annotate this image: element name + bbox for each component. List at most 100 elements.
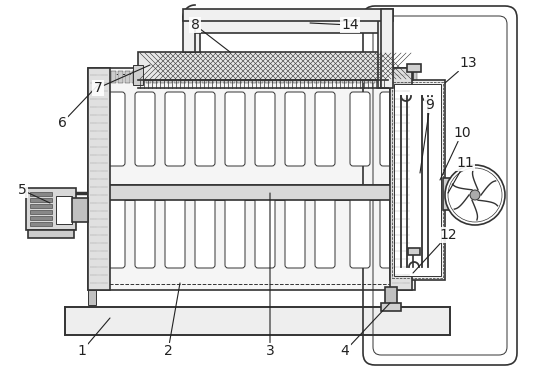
- FancyBboxPatch shape: [315, 194, 335, 268]
- Bar: [195, 71, 200, 83]
- Bar: [342, 71, 347, 83]
- Bar: [104, 71, 109, 83]
- Bar: [125, 71, 130, 83]
- FancyBboxPatch shape: [165, 92, 185, 166]
- FancyBboxPatch shape: [195, 194, 215, 268]
- Bar: [88, 290, 96, 305]
- Bar: [265, 71, 270, 83]
- Bar: [56, 196, 72, 224]
- Text: 5: 5: [18, 183, 50, 203]
- Bar: [65, 307, 450, 335]
- Bar: [88, 185, 415, 200]
- Bar: [153, 71, 158, 83]
- Bar: [390, 68, 412, 290]
- FancyBboxPatch shape: [255, 92, 275, 166]
- Bar: [88, 68, 415, 290]
- Bar: [293, 71, 298, 83]
- Bar: [30, 204, 52, 208]
- Bar: [185, 27, 200, 52]
- Bar: [385, 287, 397, 305]
- Bar: [300, 71, 305, 83]
- Text: 3: 3: [265, 193, 274, 358]
- Bar: [202, 71, 207, 83]
- Text: 14: 14: [310, 18, 359, 32]
- Bar: [412, 71, 417, 83]
- Text: 9: 9: [420, 98, 435, 173]
- Text: 12: 12: [413, 228, 457, 273]
- Text: 2: 2: [163, 283, 180, 358]
- Bar: [398, 71, 403, 83]
- Bar: [286, 71, 291, 83]
- Bar: [185, 18, 390, 33]
- Bar: [377, 71, 382, 83]
- Bar: [258, 71, 263, 83]
- Bar: [383, 65, 393, 85]
- Text: 11: 11: [448, 156, 474, 193]
- Text: 7: 7: [93, 65, 150, 95]
- Bar: [391, 71, 396, 83]
- Bar: [90, 71, 95, 83]
- Bar: [251, 71, 256, 83]
- Bar: [146, 71, 151, 83]
- Text: 8: 8: [191, 18, 230, 52]
- Bar: [405, 71, 410, 83]
- Bar: [160, 71, 165, 83]
- Bar: [378, 18, 392, 88]
- Bar: [28, 230, 74, 238]
- Circle shape: [445, 165, 505, 225]
- FancyBboxPatch shape: [135, 92, 155, 166]
- FancyBboxPatch shape: [350, 194, 370, 268]
- Bar: [314, 71, 319, 83]
- Bar: [279, 71, 284, 83]
- Text: 13: 13: [445, 56, 477, 83]
- Bar: [30, 192, 52, 196]
- Bar: [138, 52, 388, 80]
- Bar: [111, 71, 116, 83]
- FancyBboxPatch shape: [255, 194, 275, 268]
- Bar: [356, 71, 361, 83]
- Text: 4: 4: [341, 303, 390, 358]
- Bar: [392, 82, 443, 278]
- FancyBboxPatch shape: [380, 194, 400, 268]
- Bar: [181, 71, 186, 83]
- Bar: [237, 71, 242, 83]
- FancyBboxPatch shape: [350, 92, 370, 166]
- Bar: [370, 71, 375, 83]
- Bar: [183, 17, 195, 52]
- FancyBboxPatch shape: [135, 194, 155, 268]
- FancyBboxPatch shape: [315, 92, 335, 166]
- Bar: [216, 71, 221, 83]
- Bar: [118, 71, 123, 83]
- Circle shape: [470, 190, 480, 200]
- Bar: [363, 71, 368, 83]
- Bar: [209, 71, 214, 83]
- Bar: [335, 71, 340, 83]
- Bar: [72, 198, 88, 222]
- Bar: [244, 71, 249, 83]
- FancyBboxPatch shape: [285, 92, 305, 166]
- Bar: [349, 71, 354, 83]
- Bar: [321, 71, 326, 83]
- Bar: [30, 210, 52, 214]
- Bar: [183, 9, 393, 21]
- FancyBboxPatch shape: [380, 92, 400, 166]
- Bar: [167, 71, 172, 83]
- Bar: [272, 71, 277, 83]
- Bar: [381, 303, 401, 311]
- Bar: [390, 80, 445, 280]
- Text: 10: 10: [440, 126, 471, 180]
- FancyBboxPatch shape: [285, 194, 305, 268]
- Bar: [307, 71, 312, 83]
- FancyBboxPatch shape: [225, 194, 245, 268]
- Bar: [132, 71, 137, 83]
- Bar: [384, 71, 389, 83]
- FancyBboxPatch shape: [105, 92, 125, 166]
- Bar: [381, 9, 393, 88]
- Bar: [88, 68, 110, 290]
- Bar: [230, 71, 235, 83]
- Text: 6: 6: [58, 83, 100, 130]
- Bar: [30, 216, 52, 220]
- Bar: [188, 71, 193, 83]
- Bar: [408, 248, 420, 255]
- Bar: [30, 198, 52, 202]
